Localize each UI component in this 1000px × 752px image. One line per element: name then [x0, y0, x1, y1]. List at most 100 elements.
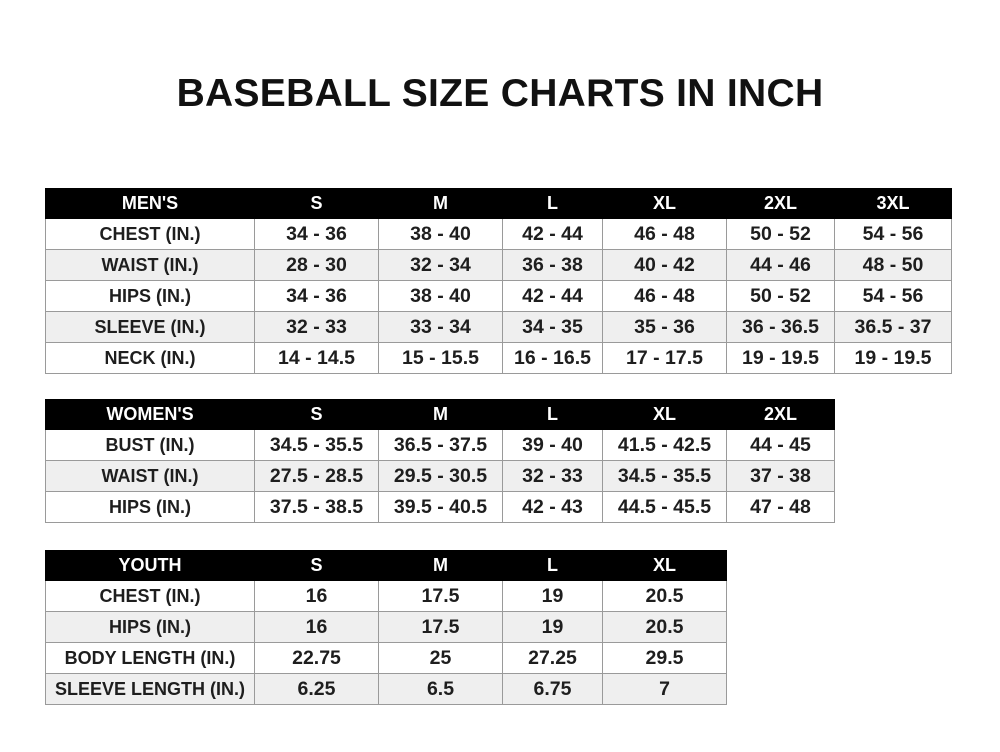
size-header: M: [378, 550, 503, 581]
table-row: BUST (IN.) 34.5 - 35.5 36.5 - 37.5 39 - 40 4…: [45, 429, 835, 461]
size-value: 34.5 - 35.5: [602, 460, 727, 492]
size-value: 19: [502, 611, 603, 643]
category-header: YOUTH: [45, 550, 255, 581]
size-value: 54 - 56: [834, 218, 952, 250]
table-row: SLEEVE LENGTH (IN.) 6.25 6.5 6.75 7: [45, 673, 727, 705]
size-value: 35 - 36: [602, 311, 727, 343]
size-value: 28 - 30: [254, 249, 379, 281]
measurement-label: CHEST (IN.): [45, 218, 255, 250]
size-value: 38 - 40: [378, 218, 503, 250]
size-value: 16 - 16.5: [502, 342, 603, 374]
size-header: L: [502, 188, 603, 219]
size-value: 19 - 19.5: [834, 342, 952, 374]
table-row: BODY LENGTH (IN.) 22.75 25 27.25 29.5: [45, 642, 727, 674]
size-header: M: [378, 188, 503, 219]
size-value: 17.5: [378, 611, 503, 643]
size-value: 29.5 - 30.5: [378, 460, 503, 492]
table-row: HIPS (IN.) 34 - 36 38 - 40 42 - 44 46 - 48 50…: [45, 280, 952, 312]
size-value: 16: [254, 580, 379, 612]
size-value: 29.5: [602, 642, 727, 674]
measurement-label: CHEST (IN.): [45, 580, 255, 612]
size-value: 39 - 40: [502, 429, 603, 461]
size-value: 50 - 52: [726, 218, 835, 250]
size-value: 32 - 33: [502, 460, 603, 492]
size-value: 6.5: [378, 673, 503, 705]
table-row: HIPS (IN.) 37.5 - 38.5 39.5 - 40.5 42 - 43 4…: [45, 491, 835, 523]
size-value: 46 - 48: [602, 218, 727, 250]
page-title: BASEBALL SIZE CHARTS IN INCH: [176, 72, 824, 115]
table-row: NECK (IN.) 14 - 14.5 15 - 15.5 16 - 16.5 17 …: [45, 342, 952, 374]
size-value: 17.5: [378, 580, 503, 612]
size-value: 20.5: [602, 580, 727, 612]
size-header: S: [254, 399, 379, 430]
category-header: MEN'S: [45, 188, 255, 219]
size-header: 2XL: [726, 188, 835, 219]
table-row: WAIST (IN.) 27.5 - 28.5 29.5 - 30.5 32 - 33…: [45, 460, 835, 492]
size-value: 15 - 15.5: [378, 342, 503, 374]
measurement-label: WAIST (IN.): [45, 249, 255, 281]
measurement-label: BODY LENGTH (IN.): [45, 642, 255, 674]
measurement-label: HIPS (IN.): [45, 611, 255, 643]
size-value: 33 - 34: [378, 311, 503, 343]
category-header: WOMEN'S: [45, 399, 255, 430]
measurement-label: HIPS (IN.): [45, 491, 255, 523]
size-value: 6.25: [254, 673, 379, 705]
size-value: 19: [502, 580, 603, 612]
size-value: 22.75: [254, 642, 379, 674]
size-value: 44 - 45: [726, 429, 835, 461]
size-header: M: [378, 399, 503, 430]
size-value: 20.5: [602, 611, 727, 643]
size-value: 34 - 35: [502, 311, 603, 343]
size-header: XL: [602, 399, 727, 430]
size-value: 27.5 - 28.5: [254, 460, 379, 492]
table-row: WAIST (IN.) 28 - 30 32 - 34 36 - 38 40 - 42 4…: [45, 249, 952, 281]
table-row: HIPS (IN.) 16 17.5 19 20.5: [45, 611, 727, 643]
measurement-label: HIPS (IN.): [45, 280, 255, 312]
size-header: XL: [602, 188, 727, 219]
size-value: 6.75: [502, 673, 603, 705]
womens-size-table: WOMEN'S S M L XL 2XL BUST (IN.) 34.5 - 35.5 36.5…: [45, 399, 835, 523]
size-value: 16: [254, 611, 379, 643]
size-header: S: [254, 188, 379, 219]
size-value: 38 - 40: [378, 280, 503, 312]
size-value: 36 - 36.5: [726, 311, 835, 343]
size-header: L: [502, 399, 603, 430]
size-value: 44.5 - 45.5: [602, 491, 727, 523]
table-row: CHEST (IN.) 16 17.5 19 20.5: [45, 580, 727, 612]
size-value: 19 - 19.5: [726, 342, 835, 374]
youth-size-table: YOUTH S M L XL CHEST (IN.) 16 17.5 19 20.5 HIPS (I…: [45, 550, 727, 705]
measurement-label: SLEEVE LENGTH (IN.): [45, 673, 255, 705]
size-header: L: [502, 550, 603, 581]
size-value: 42 - 43: [502, 491, 603, 523]
measurement-label: BUST (IN.): [45, 429, 255, 461]
size-value: 50 - 52: [726, 280, 835, 312]
size-value: 48 - 50: [834, 249, 952, 281]
size-value: 44 - 46: [726, 249, 835, 281]
size-value: 14 - 14.5: [254, 342, 379, 374]
size-header: S: [254, 550, 379, 581]
size-header: XL: [602, 550, 727, 581]
size-value: 37.5 - 38.5: [254, 491, 379, 523]
header-row: YOUTH S M L XL: [45, 550, 727, 581]
size-value: 36 - 38: [502, 249, 603, 281]
size-value: 32 - 33: [254, 311, 379, 343]
measurement-label: SLEEVE (IN.): [45, 311, 255, 343]
size-value: 39.5 - 40.5: [378, 491, 503, 523]
measurement-label: WAIST (IN.): [45, 460, 255, 492]
size-value: 41.5 - 42.5: [602, 429, 727, 461]
table-row: CHEST (IN.) 34 - 36 38 - 40 42 - 44 46 - 48 5…: [45, 218, 952, 250]
size-value: 42 - 44: [502, 218, 603, 250]
size-value: 34 - 36: [254, 280, 379, 312]
size-value: 27.25: [502, 642, 603, 674]
size-value: 36.5 - 37: [834, 311, 952, 343]
size-header: 3XL: [834, 188, 952, 219]
size-value: 36.5 - 37.5: [378, 429, 503, 461]
size-value: 47 - 48: [726, 491, 835, 523]
measurement-label: NECK (IN.): [45, 342, 255, 374]
mens-size-table: MEN'S S M L XL 2XL 3XL CHEST (IN.) 34 - 36 38 - 4…: [45, 188, 952, 374]
header-row: WOMEN'S S M L XL 2XL: [45, 399, 835, 430]
size-value: 37 - 38: [726, 460, 835, 492]
table-row: SLEEVE (IN.) 32 - 33 33 - 34 34 - 35 35 - 36…: [45, 311, 952, 343]
header-row: MEN'S S M L XL 2XL 3XL: [45, 188, 952, 219]
size-value: 17 - 17.5: [602, 342, 727, 374]
